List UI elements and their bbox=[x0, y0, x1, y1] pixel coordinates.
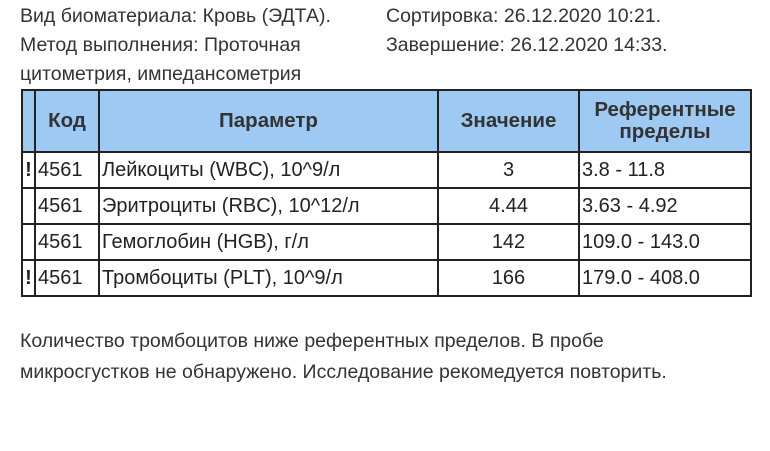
flag-cell bbox=[21, 223, 36, 261]
header-code: Код bbox=[34, 89, 100, 153]
code-cell: 4561 bbox=[34, 187, 100, 225]
flag-cell: ! bbox=[21, 259, 36, 297]
biomaterial: Вид биоматериала: Кровь (ЭДТА). bbox=[20, 5, 331, 27]
header-param: Параметр bbox=[98, 89, 439, 153]
table-row: ! 4561 Лейкоциты (WBC), 10^9/л 3 3.8 - 11.8 bbox=[21, 151, 752, 189]
meta-left: Вид биоматериала: Кровь (ЭДТА). Метод вы… bbox=[20, 2, 380, 89]
table-row: 4561 Эритроциты (RBC), 10^12/л 4.44 3.63 - … bbox=[21, 187, 752, 225]
table-row: ! 4561 Тромбоциты (PLT), 10^9/л 166 179.0 - … bbox=[21, 259, 752, 297]
param-cell: Эритроциты (RBC), 10^12/л bbox=[98, 187, 439, 225]
ref-cell: 3.63 - 4.92 bbox=[578, 187, 752, 225]
code-cell: 4561 bbox=[34, 259, 100, 297]
flag-cell: ! bbox=[21, 151, 36, 189]
param-cell: Лейкоциты (WBC), 10^9/л bbox=[98, 151, 439, 189]
sorting-date: Сортировка: 26.12.2020 10:21. bbox=[386, 5, 662, 27]
param-cell: Тромбоциты (PLT), 10^9/л bbox=[98, 259, 439, 297]
param-cell: Гемоглобин (HGB), г/л bbox=[98, 223, 439, 261]
value-cell: 166 bbox=[437, 259, 580, 297]
table-row: 4561 Гемоглобин (HGB), г/л 142 109.0 - 143.… bbox=[21, 223, 752, 261]
conclusion-text: Количество тромбоцитов ниже референтных … bbox=[20, 330, 667, 383]
method: Метод выполнения: Проточная цитометрия, … bbox=[20, 34, 302, 85]
flag-cell bbox=[21, 187, 36, 225]
header-ref: Референтные пределы bbox=[578, 89, 752, 153]
header-value: Значение bbox=[437, 89, 580, 153]
completion-date: Завершение: 26.12.2020 14:33. bbox=[386, 34, 668, 56]
table-header: Код Параметр Значение Референтные предел… bbox=[21, 89, 752, 153]
header-flag bbox=[21, 89, 36, 153]
ref-cell: 3.8 - 11.8 bbox=[578, 151, 752, 189]
code-cell: 4561 bbox=[34, 151, 100, 189]
ref-cell: 109.0 - 143.0 bbox=[578, 223, 752, 261]
value-cell: 4.44 bbox=[437, 187, 580, 225]
value-cell: 3 bbox=[437, 151, 580, 189]
value-cell: 142 bbox=[437, 223, 580, 261]
meta-right: Сортировка: 26.12.2020 10:21. Завершение… bbox=[386, 2, 668, 60]
code-cell: 4561 bbox=[34, 223, 100, 261]
results-table: Код Параметр Значение Референтные предел… bbox=[21, 89, 752, 297]
ref-cell: 179.0 - 408.0 bbox=[578, 259, 752, 297]
